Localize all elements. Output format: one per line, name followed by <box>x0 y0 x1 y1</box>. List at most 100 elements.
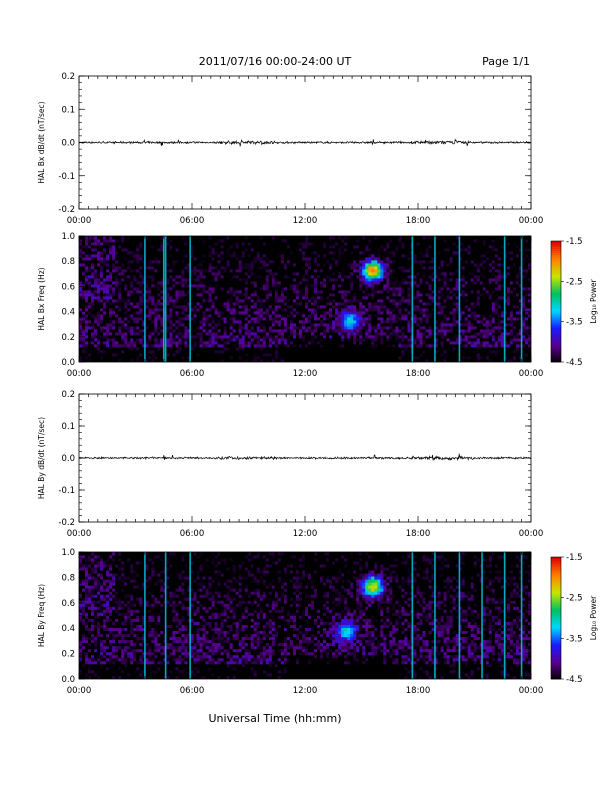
heatmap-cell <box>350 275 354 279</box>
heatmap-cell <box>416 296 420 300</box>
heatmap-cell <box>106 251 110 255</box>
heatmap-cell <box>181 323 185 327</box>
heatmap-cell <box>416 272 420 276</box>
heatmap-cell <box>401 275 405 279</box>
heatmap-cell <box>190 251 194 255</box>
heatmap-cell <box>371 341 375 345</box>
heatmap-cell <box>253 278 258 282</box>
heatmap-cell <box>178 242 182 246</box>
heatmap-cell <box>247 323 252 327</box>
heatmap-cell <box>214 293 219 297</box>
heatmap-cell <box>422 344 426 348</box>
heatmap-cell <box>329 305 333 309</box>
heatmap-cell <box>301 314 306 318</box>
heatmap-cell <box>332 293 336 297</box>
heatmap-cell <box>295 299 300 303</box>
heatmap-cell <box>280 338 285 342</box>
heatmap-cell <box>127 341 131 345</box>
heatmap-cell <box>133 332 137 336</box>
heatmap-cell <box>314 254 318 258</box>
heatmap-cell <box>338 236 342 240</box>
heatmap-cell <box>139 278 143 282</box>
heatmap-cell <box>413 320 417 324</box>
heatmap-cell <box>190 290 194 294</box>
heatmap-cell <box>413 269 417 273</box>
heatmap-cell <box>217 257 222 261</box>
heatmap-cell <box>160 263 164 267</box>
heatmap-cell <box>178 263 182 267</box>
heatmap-cell <box>271 335 276 339</box>
heatmap-cell <box>419 350 423 354</box>
heatmap-cell <box>386 305 390 309</box>
heatmap-cell <box>205 323 209 327</box>
heatmap-cell <box>359 353 363 357</box>
heatmap-cell <box>229 344 234 348</box>
heatmap-cell <box>344 290 348 294</box>
heatmap-cell <box>169 314 173 318</box>
heatmap-cell <box>365 314 369 318</box>
heatmap-cell <box>160 326 164 330</box>
heatmap-cell <box>416 344 420 348</box>
heatmap-cell <box>160 296 164 300</box>
heatmap-cell <box>332 356 336 360</box>
heatmap-cell <box>350 356 354 360</box>
heatmap-cell <box>419 359 423 362</box>
heatmap-cell <box>133 272 137 276</box>
heatmap-cell <box>308 254 312 258</box>
heatmap-cell <box>286 350 291 354</box>
heatmap-cell <box>109 314 113 318</box>
heatmap-cell <box>178 332 182 336</box>
heatmap-cell <box>344 236 348 240</box>
heatmap-cell <box>277 266 282 270</box>
heatmap-cell <box>178 275 182 279</box>
heatmap-cell <box>235 266 240 270</box>
heatmap-cell <box>85 290 89 294</box>
heatmap-cell <box>97 341 101 345</box>
heatmap-cell <box>386 308 390 312</box>
heatmap-cell <box>301 290 306 294</box>
heatmap-cell <box>244 305 249 309</box>
heatmap-cell <box>193 269 197 273</box>
heatmap-cell <box>289 254 294 258</box>
heatmap-cell <box>211 335 215 339</box>
heatmap-cell <box>283 248 288 252</box>
heatmap-cell <box>413 293 417 297</box>
heatmap-cell <box>166 344 170 348</box>
heatmap-cell <box>94 272 98 276</box>
heatmap-cell <box>265 287 270 291</box>
heatmap-cell <box>157 290 161 294</box>
heatmap-cell <box>283 266 288 270</box>
heatmap-cell <box>208 245 212 249</box>
heatmap-cell <box>289 242 294 246</box>
heatmap-cell <box>121 296 125 300</box>
heatmap-cell <box>389 260 393 264</box>
heatmap-cell <box>145 344 149 348</box>
heatmap-cell <box>280 266 285 270</box>
heatmap-cell <box>265 350 270 354</box>
heatmap-cell <box>211 350 215 354</box>
heatmap-cell <box>250 338 255 342</box>
heatmap-cell <box>286 305 291 309</box>
heatmap-cell <box>256 308 261 312</box>
heatmap-cell <box>193 359 197 362</box>
heatmap-cell <box>181 356 185 360</box>
heatmap-cell <box>422 263 426 267</box>
heatmap-cell <box>341 257 345 261</box>
heatmap-cell <box>175 341 179 345</box>
heatmap-cell <box>271 236 276 240</box>
heatmap-cell <box>205 284 209 288</box>
heatmap-cell <box>314 281 318 285</box>
heatmap-cell <box>106 305 110 309</box>
heatmap-cell <box>250 278 255 282</box>
heatmap-cell <box>329 356 333 360</box>
heatmap-cell <box>371 314 375 318</box>
heatmap-cell <box>280 335 285 339</box>
heatmap-cell <box>280 299 285 303</box>
heatmap-cell <box>166 257 170 261</box>
heatmap-cell <box>160 317 164 321</box>
heatmap-cell <box>353 299 357 303</box>
heatmap-cell <box>100 308 104 312</box>
heatmap-cell <box>341 263 345 267</box>
heatmap-cell <box>395 236 399 240</box>
heatmap-cell <box>356 302 360 306</box>
